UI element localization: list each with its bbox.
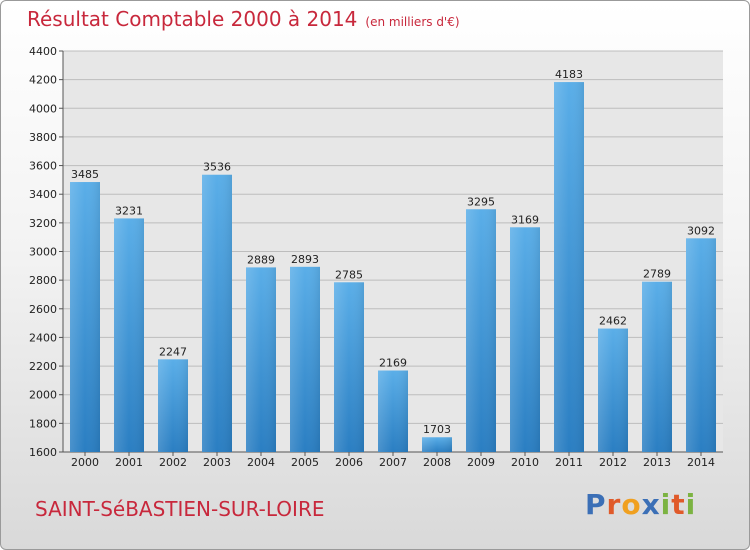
y-tick-label: 4000 xyxy=(29,102,57,115)
x-tick-label: 2014 xyxy=(687,456,715,469)
bar-shade xyxy=(246,267,276,452)
x-tick-label: 2010 xyxy=(511,456,539,469)
bar-shade xyxy=(334,282,364,452)
x-tick-label: 2011 xyxy=(555,456,583,469)
data-label: 2462 xyxy=(599,315,627,328)
bar-shade xyxy=(378,370,408,452)
data-label: 1703 xyxy=(423,423,451,436)
bar-shade xyxy=(158,359,188,452)
x-tick-label: 2008 xyxy=(423,456,451,469)
bar-shade xyxy=(642,281,672,452)
proxiti-logo: Proxiti xyxy=(585,488,696,521)
chart-title: Résultat Comptable 2000 à 2014 xyxy=(27,7,358,31)
data-label: 2169 xyxy=(379,357,407,370)
data-label: 2889 xyxy=(247,253,275,266)
x-tick-label: 2003 xyxy=(203,456,231,469)
x-tick-label: 2000 xyxy=(71,456,99,469)
bar-shade xyxy=(422,437,452,452)
bar-shade xyxy=(466,209,496,452)
data-label: 2893 xyxy=(291,253,319,266)
x-tick-label: 2004 xyxy=(247,456,275,469)
y-tick-label: 2400 xyxy=(29,331,57,344)
y-tick-label: 2600 xyxy=(29,303,57,316)
y-tick-label: 1600 xyxy=(29,446,57,459)
y-tick-label: 3600 xyxy=(29,160,57,173)
logo-letter: o xyxy=(621,488,642,521)
town-name: SAINT-SéBASTIEN-SUR-LOIRE xyxy=(35,497,325,521)
y-tick-label: 3800 xyxy=(29,131,57,144)
bar-shade xyxy=(290,266,320,452)
data-label: 3536 xyxy=(203,161,231,174)
logo-letter: i xyxy=(660,488,672,521)
logo-letter: x xyxy=(641,488,661,521)
x-tick-label: 2013 xyxy=(643,456,671,469)
data-label: 2785 xyxy=(335,268,363,281)
x-tick-label: 2012 xyxy=(599,456,627,469)
bar-shade xyxy=(598,328,628,452)
y-tick-label: 3400 xyxy=(29,188,57,201)
y-tick-label: 2200 xyxy=(29,360,57,373)
logo-letter: i xyxy=(685,488,697,521)
data-label: 4183 xyxy=(555,68,583,81)
x-tick-label: 2002 xyxy=(159,456,187,469)
chart-title-block: Résultat Comptable 2000 à 2014 (en millie… xyxy=(27,7,460,31)
data-label: 2247 xyxy=(159,345,187,358)
data-label: 3169 xyxy=(511,213,539,226)
bar-shade xyxy=(70,182,100,452)
bar-shade xyxy=(686,238,716,452)
x-tick-label: 2007 xyxy=(379,456,407,469)
logo-letter: t xyxy=(671,488,686,521)
chart-unit: (en milliers d'€) xyxy=(365,15,460,29)
y-tick-label: 4400 xyxy=(29,45,57,58)
bar-shade xyxy=(554,82,584,452)
data-label: 3485 xyxy=(71,168,99,181)
data-label: 3295 xyxy=(467,195,495,208)
y-tick-label: 1800 xyxy=(29,417,57,430)
data-label: 3231 xyxy=(115,204,143,217)
y-tick-label: 2800 xyxy=(29,274,57,287)
x-tick-label: 2001 xyxy=(115,456,143,469)
logo-letter: r xyxy=(606,488,622,521)
y-tick-label: 4200 xyxy=(29,74,57,87)
x-tick-label: 2006 xyxy=(335,456,363,469)
y-tick-label: 3200 xyxy=(29,217,57,230)
bar-shade xyxy=(510,227,540,452)
y-tick-label: 3000 xyxy=(29,246,57,259)
data-label: 3092 xyxy=(687,224,715,237)
bar-shade xyxy=(114,218,144,452)
x-tick-label: 2009 xyxy=(467,456,495,469)
logo-letter: P xyxy=(585,488,607,521)
data-label: 2789 xyxy=(643,268,671,281)
y-tick-label: 2000 xyxy=(29,389,57,402)
bar-shade xyxy=(202,174,232,453)
x-tick-label: 2005 xyxy=(291,456,319,469)
